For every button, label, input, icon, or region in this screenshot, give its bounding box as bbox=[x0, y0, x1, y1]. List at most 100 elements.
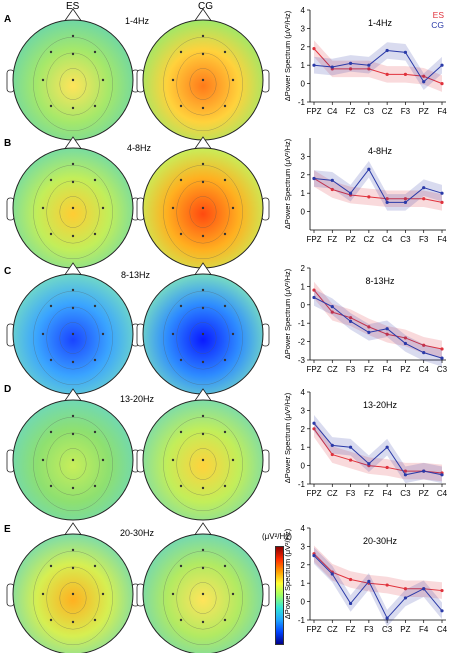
series-line-c-cg bbox=[313, 296, 443, 359]
xtick-label-e-f4: F4 bbox=[419, 625, 429, 634]
contour-es-2-2 bbox=[46, 306, 100, 370]
electrode-es-0-5 bbox=[71, 78, 75, 82]
point-a-cg-f4 bbox=[440, 63, 444, 67]
point-e-cg-c4 bbox=[440, 609, 444, 613]
electrode-cg-1-2 bbox=[201, 180, 205, 184]
ytick-label-d-1: 1 bbox=[301, 443, 306, 452]
electrode-es-1-1 bbox=[49, 178, 53, 182]
ci-band-c-cg bbox=[314, 289, 442, 367]
electrode-es-2-3 bbox=[93, 304, 97, 308]
legend-cg: CG bbox=[431, 20, 444, 30]
xtick-label-b-fz: FZ bbox=[327, 235, 337, 244]
electrode-es-0-9 bbox=[93, 104, 97, 108]
point-e-es-fz bbox=[348, 577, 353, 582]
electrode-es-2-8 bbox=[71, 360, 75, 364]
header-cg: CG bbox=[198, 1, 213, 12]
colorbar-title: (μV²/Hz) bbox=[262, 532, 292, 541]
electrode-cg-0-9 bbox=[223, 104, 227, 108]
point-b-es-f3 bbox=[422, 197, 426, 201]
point-e-cg-f3 bbox=[367, 579, 371, 583]
ytick-label-e-2: 2 bbox=[301, 561, 306, 570]
electrode-cg-2-2 bbox=[201, 306, 205, 310]
electrode-es-3-3 bbox=[93, 430, 97, 434]
nose-es-2 bbox=[63, 262, 83, 277]
contour-cg-0-2 bbox=[176, 52, 230, 116]
xtick-label-b-c4: C4 bbox=[382, 235, 393, 244]
point-c-es-c3 bbox=[440, 347, 444, 351]
chart-title-d: 13-20Hz bbox=[363, 400, 398, 410]
point-d-cg-fpz bbox=[312, 421, 316, 425]
electrode-es-4-5 bbox=[71, 592, 75, 596]
xtick-label-c-fz: FZ bbox=[364, 365, 374, 374]
ylabel-c: ΔPower Spectrum (μV²/Hz) bbox=[283, 268, 292, 359]
electrode-cg-2-9 bbox=[223, 358, 227, 362]
electrode-cg-4-3 bbox=[223, 564, 227, 568]
xtick-label-d-cz: CZ bbox=[327, 489, 338, 498]
nose-cg-2 bbox=[193, 262, 213, 277]
point-c-es-f4 bbox=[385, 332, 389, 336]
electrode-cg-1-0 bbox=[201, 162, 205, 166]
xtick-label-c-c3: C3 bbox=[437, 365, 448, 374]
electrode-cg-3-5 bbox=[201, 458, 205, 462]
point-a-es-c3 bbox=[367, 67, 371, 71]
ci-band-a-cg bbox=[314, 42, 442, 91]
ci-band-e-es bbox=[314, 545, 442, 599]
electrode-cg-3-7 bbox=[179, 484, 183, 488]
point-e-cg-cz bbox=[330, 572, 334, 576]
point-e-cg-fz bbox=[348, 601, 353, 606]
xtick-label-c-fpz: FPZ bbox=[306, 365, 321, 374]
electrode-cg-1-5 bbox=[201, 206, 205, 210]
contour-cg-1-1 bbox=[189, 196, 217, 228]
point-b-cg-cz bbox=[367, 167, 371, 171]
point-a-cg-cz bbox=[385, 48, 389, 53]
electrode-cg-2-0 bbox=[201, 288, 205, 292]
xtick-label-e-c4: C4 bbox=[437, 625, 448, 634]
xtick-label-b-pz: PZ bbox=[345, 235, 355, 244]
panel-letter-d: D bbox=[4, 384, 12, 395]
electrode-es-3-2 bbox=[71, 432, 75, 436]
xtick-label-e-fz: FZ bbox=[346, 625, 356, 634]
band-label-d: 13-20Hz bbox=[120, 394, 155, 404]
ytick-label-c-2: 2 bbox=[301, 264, 306, 273]
band-label-a: 1-4Hz bbox=[125, 16, 150, 26]
point-b-es-c3 bbox=[403, 197, 408, 201]
point-b-es-c4 bbox=[385, 197, 389, 201]
electrode-cg-3-6 bbox=[231, 458, 235, 462]
electrode-es-3-4 bbox=[41, 458, 45, 462]
point-d-cg-c4 bbox=[440, 473, 444, 477]
xtick-label-a-pz: PZ bbox=[419, 107, 429, 116]
nose-es-4 bbox=[63, 522, 83, 537]
ytick-label-d-0: 0 bbox=[301, 462, 306, 471]
nose-cg-3 bbox=[193, 388, 213, 403]
point-b-es-cz bbox=[367, 195, 371, 199]
electrode-es-4-2 bbox=[71, 566, 75, 570]
xtick-label-b-c3: C3 bbox=[400, 235, 411, 244]
point-c-cg-c3 bbox=[440, 356, 444, 360]
electrode-cg-0-2 bbox=[201, 52, 205, 56]
point-b-es-f4 bbox=[440, 200, 444, 204]
electrode-cg-0-8 bbox=[201, 106, 205, 110]
xtick-label-b-f3: F3 bbox=[419, 235, 429, 244]
ytick-label-c--3: -3 bbox=[298, 356, 306, 365]
xtick-label-d-pz: PZ bbox=[419, 489, 429, 498]
ytick-label-e-1: 1 bbox=[301, 579, 306, 588]
electrode-es-3-5 bbox=[71, 458, 75, 462]
point-e-cg-c3 bbox=[385, 616, 389, 620]
electrode-es-0-1 bbox=[49, 50, 53, 54]
point-a-cg-fz bbox=[348, 61, 353, 65]
electrode-cg-4-9 bbox=[223, 618, 227, 622]
electrode-es-1-9 bbox=[93, 232, 97, 236]
ytick-label-d-3: 3 bbox=[301, 406, 306, 415]
electrode-cg-4-6 bbox=[231, 592, 235, 596]
point-c-cg-c4 bbox=[422, 351, 426, 355]
electrode-es-0-0 bbox=[71, 34, 75, 38]
point-c-es-c4 bbox=[422, 343, 426, 347]
ytick-label-a-1: 1 bbox=[301, 61, 306, 70]
xtick-label-a-cz: CZ bbox=[382, 107, 393, 116]
electrode-es-4-0 bbox=[71, 548, 75, 552]
xtick-label-c-f3: F3 bbox=[346, 365, 356, 374]
contour-cg-3-1 bbox=[189, 448, 217, 480]
electrode-cg-2-4 bbox=[171, 332, 175, 336]
electrode-cg-4-0 bbox=[201, 548, 205, 552]
